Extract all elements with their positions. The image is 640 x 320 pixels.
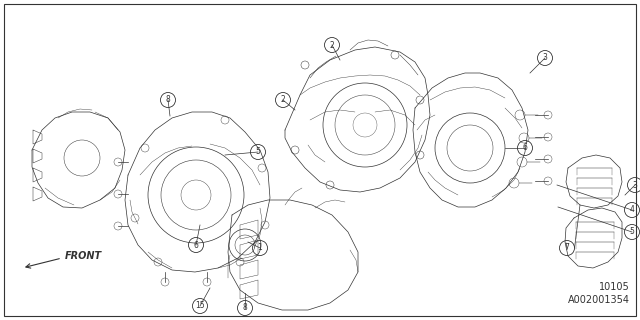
Text: 15: 15 <box>195 301 205 310</box>
Text: 6: 6 <box>193 241 198 250</box>
Text: 5: 5 <box>630 228 634 236</box>
Text: FRONT: FRONT <box>65 251 102 261</box>
Text: 6: 6 <box>523 143 527 153</box>
Text: 8: 8 <box>166 95 170 105</box>
Text: 3: 3 <box>543 53 547 62</box>
Text: 10105: 10105 <box>599 282 630 292</box>
Text: 7: 7 <box>564 244 570 252</box>
Text: 1: 1 <box>258 244 262 252</box>
Text: 2: 2 <box>330 41 334 50</box>
Text: 8: 8 <box>243 303 248 313</box>
Text: 5: 5 <box>255 148 260 156</box>
Text: 4: 4 <box>630 205 634 214</box>
Text: 3: 3 <box>632 180 637 189</box>
Text: 2: 2 <box>280 95 285 105</box>
Text: A002001354: A002001354 <box>568 295 630 305</box>
